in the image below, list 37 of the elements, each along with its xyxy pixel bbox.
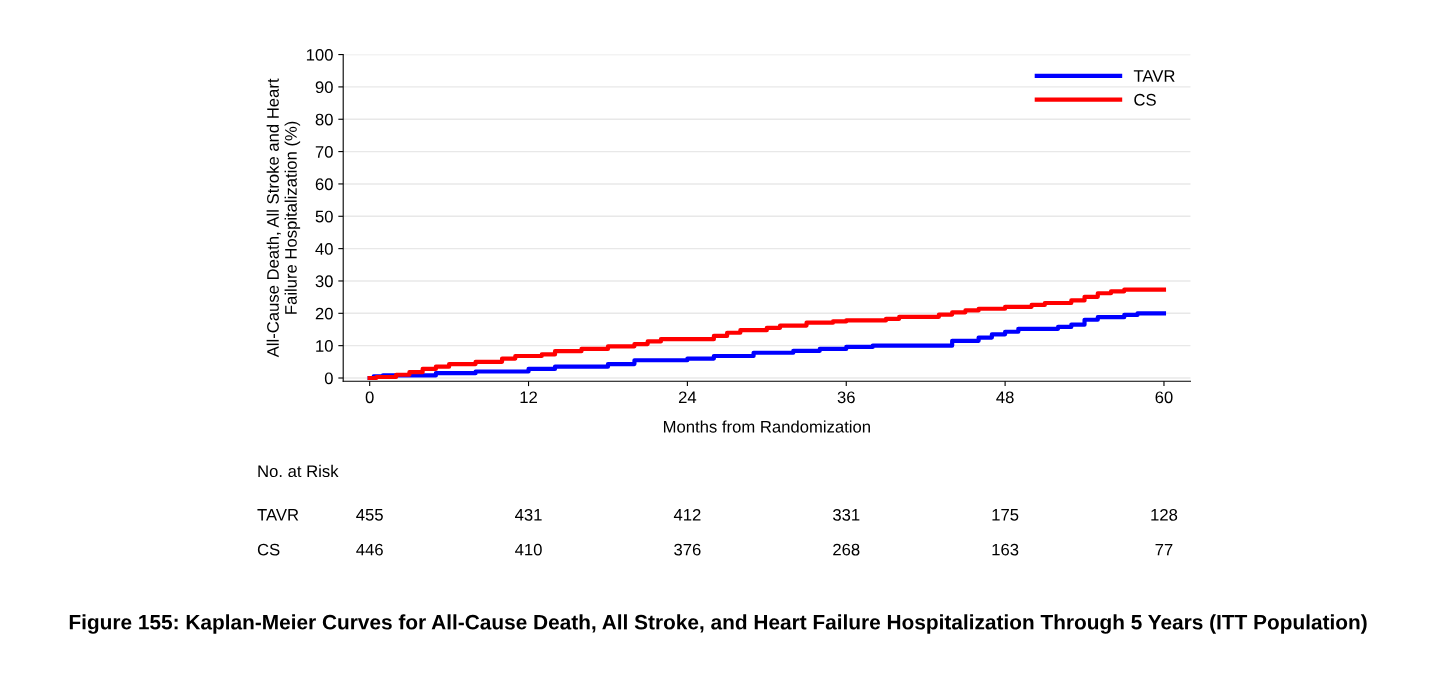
text: 412 [673, 508, 701, 521]
y-tick-label: 50 [315, 210, 333, 223]
y-tick-label: 100 [306, 48, 333, 61]
y-tick-label: 40 [315, 243, 333, 255]
text: 128 [1151, 508, 1178, 521]
legend-label: TAVR [1133, 70, 1175, 82]
legend-label: CS [1134, 93, 1156, 106]
text: TAVR [257, 509, 299, 521]
x-tick-label: 60 [1155, 391, 1173, 404]
y-tick-label: 70 [315, 145, 333, 158]
text: 77 [1155, 543, 1173, 556]
text: 431 [515, 508, 542, 521]
text: No. at Risk [258, 464, 339, 478]
text: CS [257, 543, 280, 556]
y-axis-title: All-Cause Death, All Stroke and Heart Failure Hospitalization (%) [266, 78, 301, 358]
x-tick-label: 12 [520, 391, 537, 404]
y-tick-label: 0 [324, 372, 333, 385]
text: 331 [832, 508, 860, 521]
x-tick-label: 24 [678, 391, 697, 404]
text: 163 [992, 543, 1019, 556]
y-tick-label: 10 [316, 340, 333, 352]
y-tick-label: 90 [315, 81, 333, 94]
x-tick-label: 36 [837, 391, 855, 404]
text: 376 [674, 543, 701, 556]
text: 268 [833, 543, 860, 556]
y-tick-label: 60 [315, 178, 333, 191]
y-tick-label: 80 [315, 113, 333, 126]
x-axis-title: Months from Randomization [663, 420, 870, 433]
x-tick-label: 48 [996, 391, 1014, 404]
text: 410 [515, 543, 542, 556]
y-tick-label: 20 [315, 307, 333, 320]
x-tick-label: 0 [365, 391, 374, 404]
text: 455 [356, 509, 383, 521]
text: 175 [992, 509, 1019, 521]
text: 446 [356, 543, 383, 556]
y-tick-label: 30 [315, 275, 333, 288]
text: Figure 155: Kaplan-Meier Curves for All-Cause Death, All Stroke, and Heart Failure Hospitalization Through 5 Years (ITT Population) [69, 614, 1367, 634]
